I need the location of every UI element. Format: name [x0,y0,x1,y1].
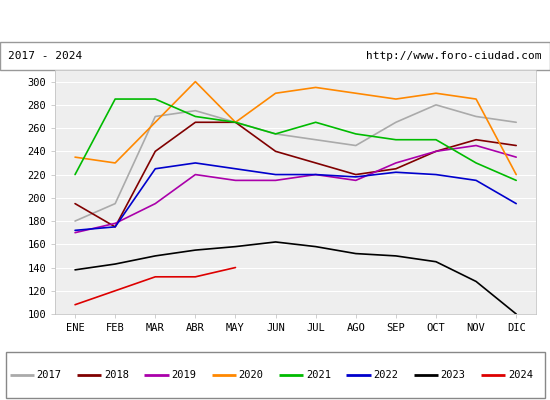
Text: 2024: 2024 [508,370,533,380]
Text: 2023: 2023 [441,370,466,380]
Text: 2019: 2019 [171,370,196,380]
Text: 2020: 2020 [239,370,263,380]
Text: Evolucion del paro registrado en Adamuz: Evolucion del paro registrado en Adamuz [132,14,418,28]
Text: 2017 - 2024: 2017 - 2024 [8,51,82,61]
Text: 2018: 2018 [104,370,129,380]
Text: 2022: 2022 [373,370,398,380]
Text: 2021: 2021 [306,370,331,380]
Text: 2017: 2017 [36,370,62,380]
Text: http://www.foro-ciudad.com: http://www.foro-ciudad.com [366,51,542,61]
FancyBboxPatch shape [6,352,544,398]
